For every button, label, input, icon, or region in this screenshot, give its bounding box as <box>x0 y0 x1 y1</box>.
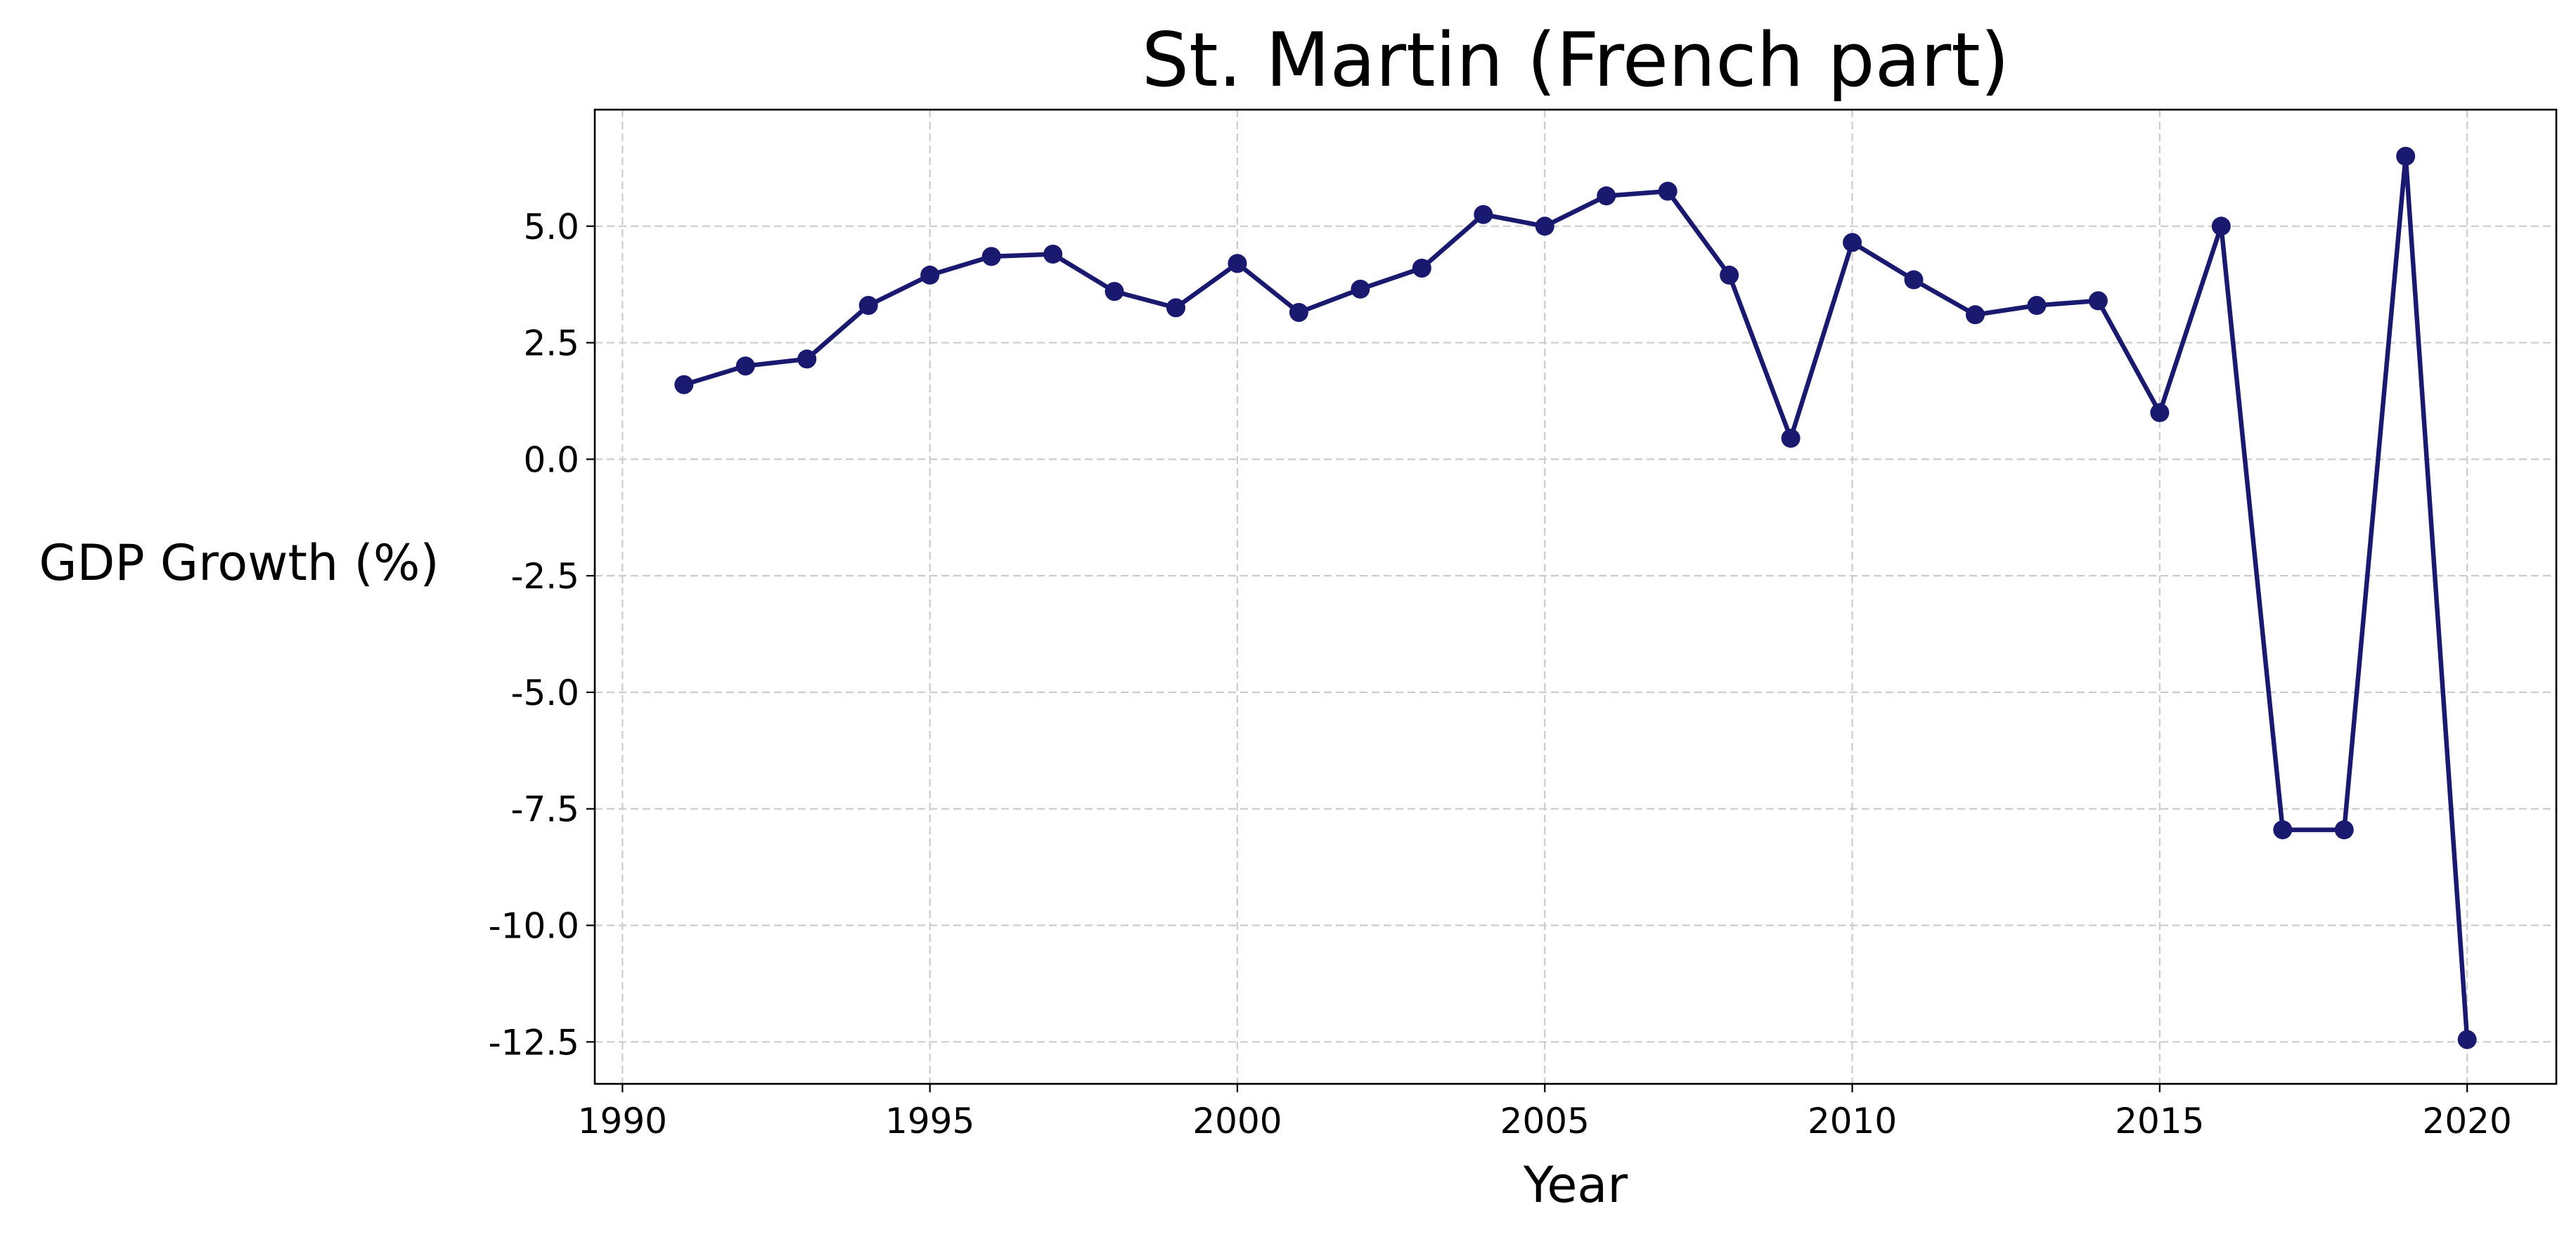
data-point <box>1720 265 1739 285</box>
data-point <box>1904 270 1924 290</box>
y-tick-label: 5.0 <box>523 207 579 247</box>
chart-title: St. Martin (French part) <box>1142 17 2009 103</box>
data-point <box>2088 291 2108 311</box>
y-tick-label: -12.5 <box>489 1022 579 1063</box>
y-tick-label: -2.5 <box>510 556 579 597</box>
data-point <box>1535 216 1554 236</box>
y-tick-label: -5.0 <box>510 673 579 713</box>
data-point <box>1289 302 1308 322</box>
gdp-growth-series-line <box>681 154 2470 1042</box>
series-layer <box>674 146 2477 1049</box>
data-point <box>1043 245 1063 264</box>
plot-area-frame <box>593 108 2558 1085</box>
x-tick-label: 2020 <box>2423 1101 2512 1141</box>
y-tick-label: 2.5 <box>523 323 579 364</box>
y-tick-label: -10.0 <box>489 906 579 947</box>
data-point <box>1105 282 1124 302</box>
data-point <box>981 247 1001 266</box>
data-point <box>2457 1030 2477 1049</box>
data-point <box>1781 429 1801 448</box>
data-point <box>1658 181 1677 201</box>
data-point <box>2027 296 2047 316</box>
y-tick-label: 0.0 <box>523 439 579 480</box>
x-tick-label: 2005 <box>1500 1101 1590 1141</box>
data-point <box>858 296 878 316</box>
data-point <box>920 265 940 285</box>
y-axis-label: GDP Growth (%) <box>39 534 439 592</box>
data-point <box>1228 254 1247 273</box>
data-point <box>2273 820 2293 840</box>
data-point <box>1597 186 1616 206</box>
x-tick-label: 2000 <box>1192 1101 1282 1141</box>
data-point <box>735 356 755 376</box>
data-point <box>1474 205 1493 224</box>
data-point <box>1351 279 1370 299</box>
x-tick-label: 2015 <box>2115 1101 2204 1141</box>
data-point <box>1412 258 1431 278</box>
x-axis-label: Year <box>1523 1156 1628 1214</box>
x-tick-label: 2010 <box>1808 1101 1897 1141</box>
data-point <box>1965 305 1985 325</box>
grid-lines <box>595 110 2556 1084</box>
x-tick-label: 1995 <box>885 1101 974 1141</box>
data-point <box>2396 146 2416 166</box>
data-point <box>797 349 817 369</box>
data-point <box>2211 216 2231 236</box>
data-point <box>2150 403 2170 422</box>
axis-ticks: 1990 1995 2000 2005 2010 2015 2020 5.0 2.5 0.0 -2.… <box>489 207 2512 1141</box>
data-point <box>1843 233 1862 252</box>
data-point <box>674 375 694 394</box>
data-point <box>1166 298 1186 318</box>
x-tick-label: 1990 <box>578 1101 667 1141</box>
data-point <box>2334 820 2354 840</box>
y-tick-label: -7.5 <box>510 789 579 830</box>
